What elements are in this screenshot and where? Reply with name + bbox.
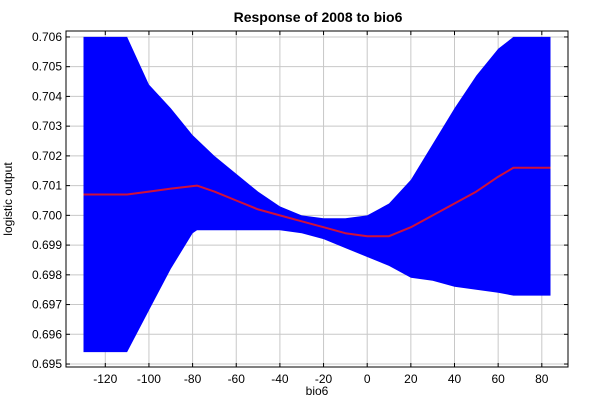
x-axis-label: bio6	[306, 384, 329, 398]
x-tick-label: -20	[315, 372, 333, 386]
x-tick-label: -120	[93, 372, 117, 386]
y-tick-label: 0.695	[32, 357, 62, 371]
x-tick-label: 0	[364, 372, 371, 386]
confidence-band	[83, 36, 551, 353]
x-tick-label: 40	[448, 372, 462, 386]
y-axis-ticks: 0.695 0.696 0.697 0.698 0.699 0.700 0.701 0.702…	[32, 30, 568, 371]
y-tick-label: 0.704	[32, 89, 62, 103]
y-tick-label: 0.698	[32, 268, 62, 282]
x-tick-label: 80	[535, 372, 549, 386]
x-tick-label: -100	[137, 372, 161, 386]
x-axis-ticks: -120 -100 -80 -60 -40 -20 0 20 40 60 80	[93, 31, 549, 386]
response-line-layer	[83, 166, 551, 238]
x-tick-label: -60	[228, 372, 246, 386]
confidence-band-layer	[83, 36, 551, 353]
y-tick-label: 0.706	[32, 30, 62, 44]
y-tick-label: 0.700	[32, 208, 62, 222]
y-tick-label: 0.705	[32, 60, 62, 74]
x-tick-label: -80	[184, 372, 202, 386]
chart-title: Response of 2008 to bio6	[234, 9, 403, 25]
y-tick-label: 0.701	[32, 179, 62, 193]
plot-frame	[65, 30, 569, 368]
y-tick-label: 0.703	[32, 119, 62, 133]
x-tick-label: 20	[404, 372, 418, 386]
y-axis-label: logistic output	[1, 162, 15, 236]
y-tick-label: 0.702	[32, 149, 62, 163]
x-tick-label: -40	[271, 372, 289, 386]
y-tick-label: 0.699	[32, 238, 62, 252]
response-line	[83, 166, 551, 238]
y-tick-label: 0.696	[32, 327, 62, 341]
x-tick-label: 60	[491, 372, 505, 386]
y-tick-label: 0.697	[32, 298, 62, 312]
